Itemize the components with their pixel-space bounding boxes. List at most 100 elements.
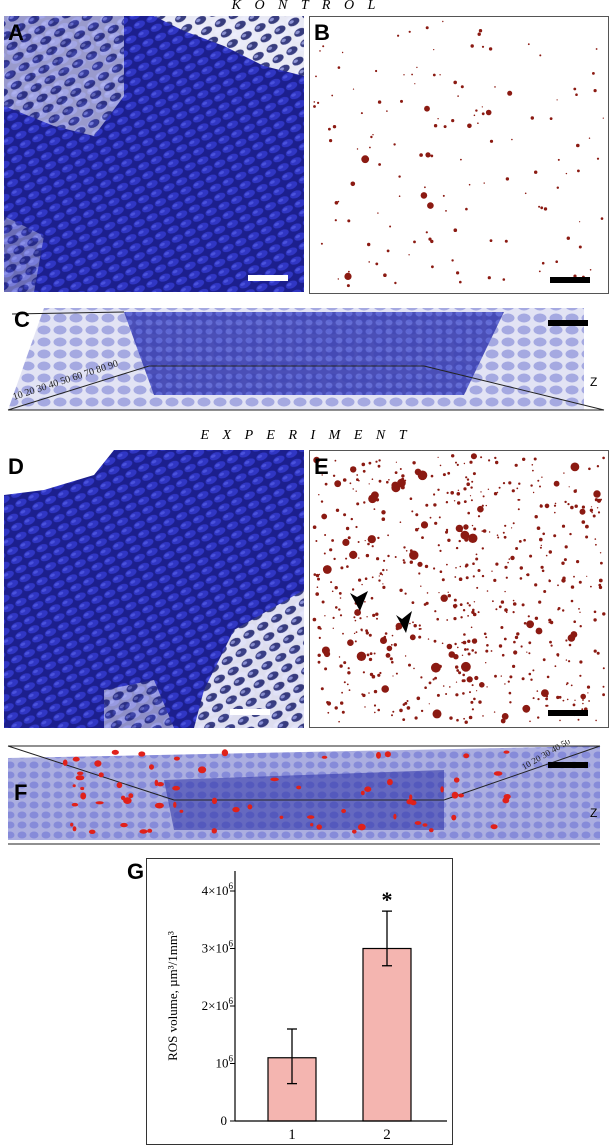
ros-speck (347, 536, 351, 540)
ros-speck (466, 478, 470, 481)
ros-speck (364, 601, 366, 603)
panel-b-ros-image (309, 16, 609, 294)
ros-speck (339, 597, 342, 599)
ros-speck (459, 603, 463, 606)
ros-speck (537, 698, 540, 701)
ros-speck (470, 453, 477, 460)
ros-speck (567, 503, 570, 506)
panel-label-e: E (314, 454, 329, 479)
ros-speck (370, 596, 374, 600)
ros-spot (80, 792, 87, 800)
ros-speck (448, 651, 456, 658)
ros-speck (468, 715, 473, 720)
ros-speck (428, 237, 432, 241)
ros-speck (341, 691, 343, 694)
ros-speck (334, 219, 337, 222)
ros-speck (384, 632, 388, 635)
ros-speck (590, 506, 593, 508)
ros-speck (455, 461, 457, 464)
ros-speck (441, 642, 444, 645)
ros-speck (596, 651, 600, 655)
ros-speck (450, 491, 454, 495)
ros-speck (345, 557, 348, 560)
ros-speck (566, 236, 570, 240)
ros-speck (369, 500, 372, 503)
ros-speck (392, 675, 394, 677)
ros-speck (463, 536, 466, 539)
ros-speck (461, 661, 471, 672)
ros-speck (519, 577, 523, 580)
ros-speck (433, 49, 435, 51)
ros-spot (72, 784, 76, 788)
ros-speck (404, 655, 407, 657)
ros-speck (593, 490, 601, 498)
ros-speck (566, 698, 569, 701)
ros-speck (425, 231, 428, 234)
ros-speck (345, 526, 350, 531)
ros-speck (580, 693, 586, 700)
ros-spot (221, 749, 229, 757)
ros-speck (313, 101, 316, 103)
ros-speck (467, 639, 471, 643)
ros-speck (478, 29, 483, 33)
ros-speck (593, 649, 597, 653)
ros-speck (493, 578, 497, 582)
ros-speck (379, 572, 383, 575)
ros-speck (531, 464, 534, 466)
ros-speck (466, 602, 469, 605)
ros-speck (451, 454, 455, 458)
ros-speck (561, 561, 565, 565)
ros-speck (366, 653, 370, 657)
ros-speck (456, 718, 459, 722)
ros-speck (593, 610, 597, 614)
ros-speck (432, 678, 435, 681)
ros-speck (406, 706, 411, 710)
ros-speck (464, 720, 468, 724)
ros-speck (503, 637, 507, 641)
panel-c-volume-render: 10 20 30 40 50 60 70 80 90 (4, 300, 608, 415)
ros-speck (423, 603, 427, 606)
ros-speck (413, 667, 415, 670)
ros-speck (475, 557, 479, 561)
ros-speck (330, 581, 333, 584)
ros-speck (557, 584, 559, 587)
ros-speck (360, 628, 363, 631)
ros-speck (417, 561, 423, 567)
ros-speck (523, 538, 526, 542)
ros-speck (403, 546, 406, 549)
ros-speck (347, 639, 354, 646)
ros-speck (377, 100, 382, 104)
ros-speck (408, 663, 411, 667)
ros-speck (467, 652, 471, 656)
ros-speck (332, 627, 334, 629)
ros-speck (502, 531, 505, 534)
panel-f-scale-bar (548, 762, 588, 768)
ros-speck (514, 463, 518, 467)
ros-speck (498, 486, 501, 489)
ros-speck (380, 637, 387, 644)
ros-speck (536, 690, 539, 692)
ros-speck (491, 570, 493, 572)
ros-speck (495, 460, 499, 465)
ros-speck (512, 664, 516, 668)
ros-speck (425, 152, 431, 158)
ros-speck (579, 508, 586, 515)
ros-speck (470, 44, 474, 48)
ros-speck (586, 575, 588, 577)
ros-speck (354, 609, 361, 616)
ros-speck (556, 695, 560, 700)
ros-speck (465, 576, 469, 580)
ros-speck (318, 636, 321, 639)
ros-speck (595, 543, 597, 546)
ros-speck (417, 527, 420, 530)
ros-speck (439, 464, 442, 467)
ros-speck (549, 640, 552, 644)
ros-speck (386, 645, 393, 652)
ros-speck (321, 474, 323, 476)
ros-speck (455, 681, 458, 683)
ros-spot (72, 756, 80, 762)
ros-speck (559, 719, 561, 722)
ros-speck (557, 608, 560, 611)
ros-speck (321, 646, 330, 655)
ros-speck (434, 676, 437, 680)
